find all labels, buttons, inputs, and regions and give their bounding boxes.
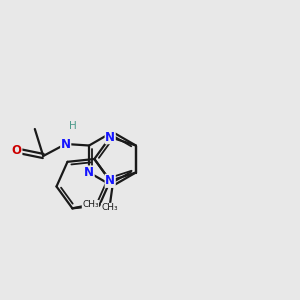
Text: N: N xyxy=(105,131,115,144)
Text: CH₃: CH₃ xyxy=(82,200,99,209)
Text: N: N xyxy=(61,137,71,151)
Text: N: N xyxy=(84,166,94,179)
Text: N: N xyxy=(105,174,115,187)
Text: CH₃: CH₃ xyxy=(101,203,118,212)
Text: H: H xyxy=(69,121,77,131)
Text: O: O xyxy=(12,144,22,157)
